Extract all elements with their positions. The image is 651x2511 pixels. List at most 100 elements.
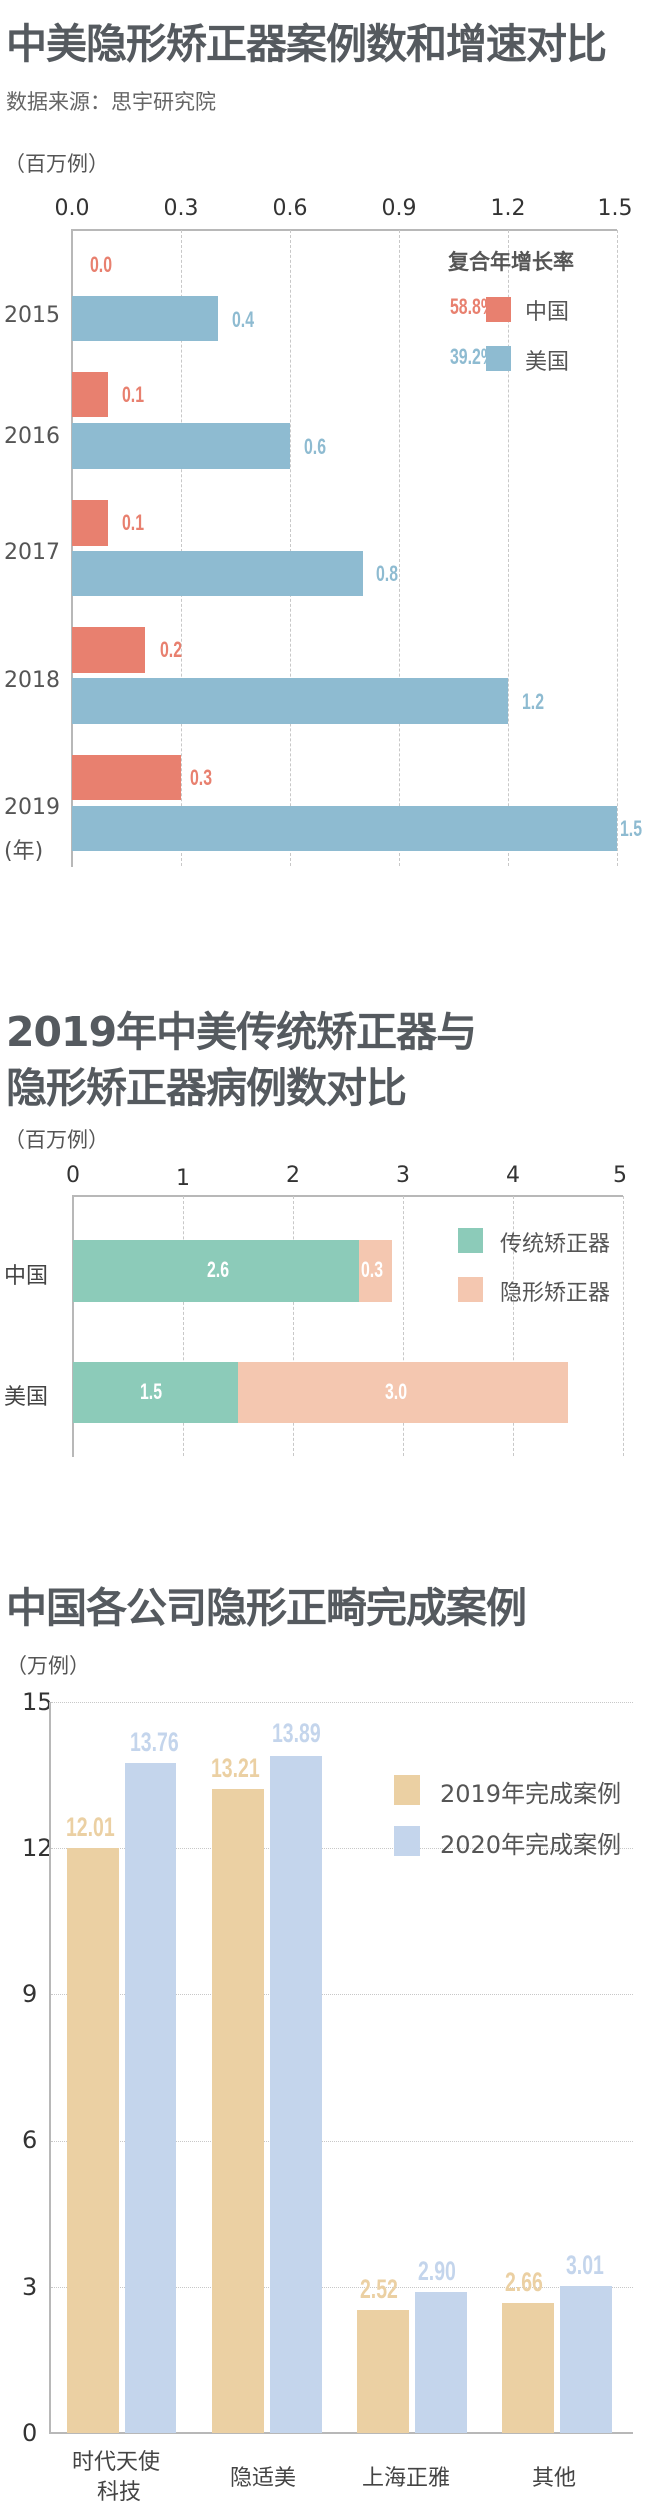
chart-2-title-line-1: 2019年中美传统矫正器与 xyxy=(6,1008,477,1056)
grid-line xyxy=(51,2141,633,2142)
grid-line xyxy=(181,230,182,866)
x-tick: 5 xyxy=(613,1163,627,1188)
y-tick: 15 xyxy=(22,1688,53,1716)
china-value-label: 0.3 xyxy=(190,765,213,790)
x-tick: 4 xyxy=(506,1163,520,1188)
us-bar xyxy=(72,806,617,851)
grid-line xyxy=(513,1196,514,1456)
x-tick: 2 xyxy=(286,1163,300,1188)
year-label: 2019 xyxy=(4,795,60,820)
legend-swatch-us xyxy=(486,346,511,371)
category-label: 美国 xyxy=(4,1385,49,1410)
category-label: 其他 xyxy=(532,2466,577,2491)
china-bar xyxy=(72,500,108,546)
bar-2020 xyxy=(270,1756,322,2433)
legend-swatch-2019 xyxy=(394,1775,420,1805)
top-axis-line xyxy=(72,229,617,231)
category-label: 隐适美 xyxy=(230,2466,297,2491)
category-label: 中国 xyxy=(4,1264,49,1289)
x-tick: 0 xyxy=(66,1163,80,1188)
chart-1-source: 数据来源：思宇研究院 xyxy=(6,90,216,114)
us-value-label: 0.8 xyxy=(376,561,399,586)
y-tick: 0 xyxy=(22,2419,38,2447)
legend-label-china: 中国 xyxy=(525,300,570,325)
year-axis-unit: (年) xyxy=(4,839,44,864)
x-tick: 0.3 xyxy=(163,196,199,221)
chart-2-title-line-2: 隐形矫正器病例数对比 xyxy=(6,1064,407,1112)
value-2019: 2.66 xyxy=(505,2267,543,2297)
y-tick: 12 xyxy=(22,1834,53,1862)
grid-line xyxy=(290,230,291,866)
legend-label-traditional: 传统矫正器 xyxy=(500,1232,611,1257)
china-bar xyxy=(72,627,145,673)
x-tick: 1 xyxy=(176,1166,190,1191)
china-bar xyxy=(72,372,108,417)
china-invisible-value: 0.3 xyxy=(361,1257,384,1282)
x-tick: 0.9 xyxy=(381,196,417,221)
x-axis-line xyxy=(49,2432,633,2434)
grid-line xyxy=(617,230,618,866)
china-bar xyxy=(72,755,181,800)
chart-1-unit: （百万例） xyxy=(4,152,109,176)
grid-line xyxy=(399,230,400,866)
value-2020: 3.01 xyxy=(566,2250,604,2280)
us-value-label: 0.4 xyxy=(232,307,255,332)
grid-line xyxy=(183,1196,184,1456)
us-value-label: 1.2 xyxy=(522,689,545,714)
bar-2020 xyxy=(125,1763,176,2433)
y-axis-line xyxy=(72,1195,74,1457)
us-traditional-value: 1.5 xyxy=(140,1379,163,1404)
bar-2019 xyxy=(67,1848,119,2433)
grid-line xyxy=(403,1196,404,1456)
category-label-line-2: 科技 xyxy=(97,2480,142,2505)
legend-label-2019: 2019年完成案例 xyxy=(440,1780,622,1808)
grid-line xyxy=(293,1196,294,1456)
x-tick: 1.5 xyxy=(597,196,633,221)
china-value-label: 0.2 xyxy=(160,637,183,662)
value-2019: 2.52 xyxy=(360,2274,398,2304)
chart-3-title: 中国各公司隐形正畸完成案例 xyxy=(6,1584,527,1632)
y-axis-line xyxy=(71,229,73,867)
china-traditional-bar xyxy=(73,1240,359,1302)
x-tick: 0.6 xyxy=(272,196,308,221)
us-bar xyxy=(72,296,218,341)
us-value-label: 0.6 xyxy=(304,434,327,459)
chart-1-title: 中美隐形矫正器案例数和增速对比 xyxy=(6,20,607,68)
us-invisible-bar xyxy=(238,1362,568,1423)
category-label: 上海正雅 xyxy=(362,2466,451,2491)
value-2020: 2.90 xyxy=(418,2256,456,2286)
us-bar xyxy=(72,423,290,469)
us-traditional-bar xyxy=(73,1362,238,1423)
year-label: 2015 xyxy=(4,303,60,328)
legend-swatch-traditional xyxy=(458,1228,483,1253)
us-value-label: 1.5 xyxy=(620,816,643,841)
value-2019: 12.01 xyxy=(66,1812,115,1842)
value-2019: 13.21 xyxy=(211,1753,260,1783)
value-2020: 13.89 xyxy=(272,1718,321,1748)
bar-2019 xyxy=(212,1789,264,2433)
y-tick: 6 xyxy=(22,2126,38,2154)
top-axis-line xyxy=(73,1195,623,1197)
year-label: 2017 xyxy=(4,540,60,565)
chart-3-unit: （万例） xyxy=(6,1654,90,1678)
china-value-label: 0.1 xyxy=(122,510,145,535)
y-axis-line xyxy=(49,1702,51,2434)
legend-label-us: 美国 xyxy=(525,350,570,375)
legend-swatch-china xyxy=(486,297,511,322)
year-label: 2016 xyxy=(4,424,60,449)
grid-line xyxy=(51,1702,633,1703)
legend-swatch-invisible xyxy=(458,1277,483,1302)
year-label: 2018 xyxy=(4,668,60,693)
bar-2020 xyxy=(560,2286,612,2433)
grid-line xyxy=(508,230,509,866)
x-tick: 0.0 xyxy=(54,196,90,221)
grid-line xyxy=(623,1196,624,1456)
us-bar xyxy=(72,551,363,596)
legend-label-2020: 2020年完成案例 xyxy=(440,1831,622,1859)
legend-title: 复合年增长率 xyxy=(448,250,574,274)
bar-2020 xyxy=(415,2292,467,2433)
bar-2019 xyxy=(357,2310,409,2433)
bar-2019 xyxy=(502,2303,554,2433)
grid-line xyxy=(51,1848,633,1849)
x-tick: 3 xyxy=(396,1163,410,1188)
